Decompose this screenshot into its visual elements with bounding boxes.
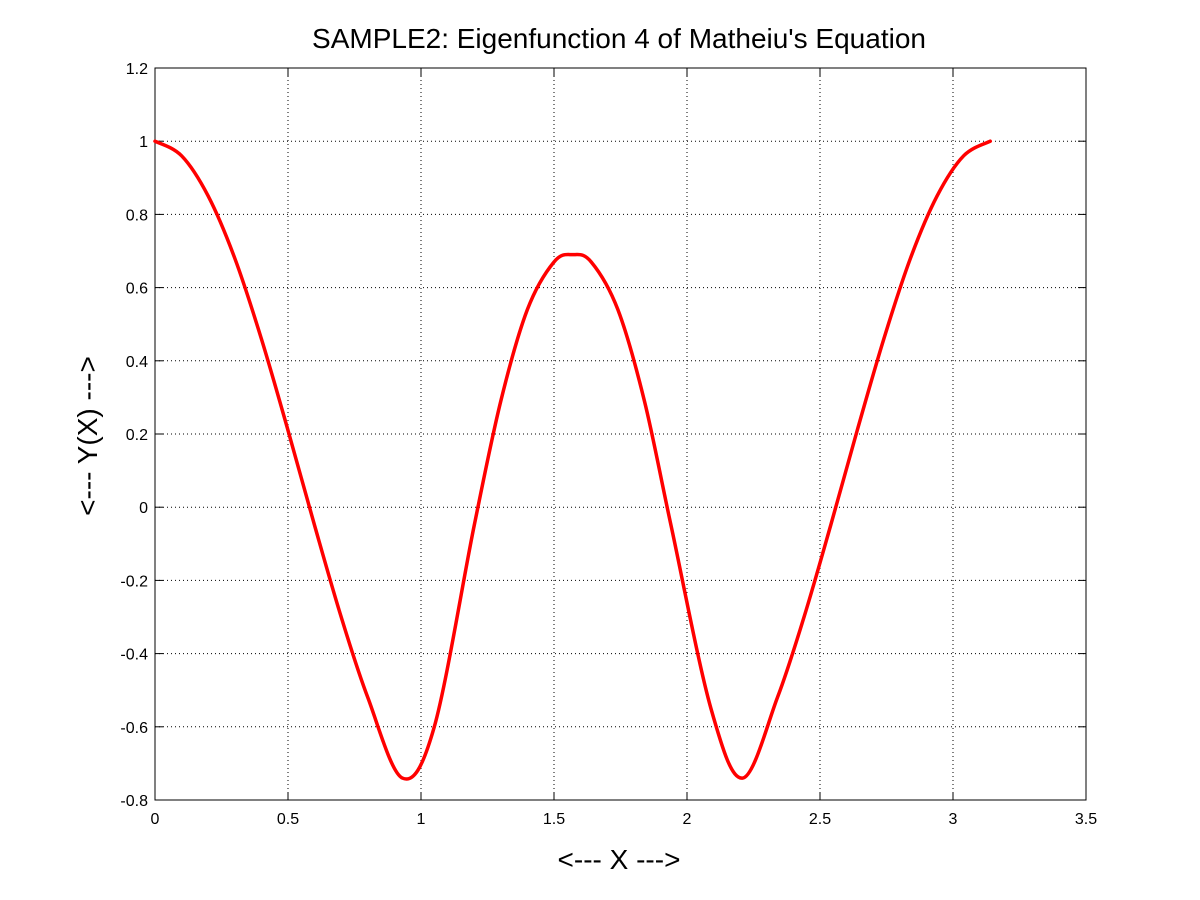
x-tick-label: 2 xyxy=(683,811,692,828)
plot-axes xyxy=(154,67,1087,801)
x-tick-label: 0 xyxy=(151,811,160,828)
x-tick-label: 1.5 xyxy=(543,811,565,828)
x-tick-label: 3 xyxy=(949,811,958,828)
y-tick-label: -0.4 xyxy=(120,647,148,664)
y-tick-label: 0.2 xyxy=(126,427,148,444)
x-axis-title: <--- X ---> xyxy=(558,844,681,875)
y-tick-label: 0.8 xyxy=(126,207,148,224)
x-tick-label: 0.5 xyxy=(277,811,299,828)
y-tick-label: 1 xyxy=(139,134,148,151)
y-tick-label: -0.6 xyxy=(120,720,148,737)
tick-labels: 0 0.5 1 1.5 2 2.5 3 3.5 -0.8 -0.6 -0.4 -0.2 0 0.2 0.4 0… xyxy=(120,61,1097,828)
y-tick-label: -0.8 xyxy=(120,793,148,810)
data-series xyxy=(153,139,992,781)
y-tick-label: -0.2 xyxy=(120,573,148,590)
y-tick-label: 0.4 xyxy=(126,354,148,371)
y-tick-label: 0.6 xyxy=(126,281,148,298)
y-axis-title: <--- Y(X) ---> xyxy=(72,356,103,516)
x-tick-label: 2.5 xyxy=(809,811,831,828)
x-tick-label: 1 xyxy=(417,811,426,828)
series-line xyxy=(153,139,992,781)
chart-title: SAMPLE2: Eigenfunction 4 of Matheiu's Eq… xyxy=(312,23,926,54)
x-tick-label: 3.5 xyxy=(1075,811,1097,828)
plot-frame xyxy=(154,67,1087,801)
y-tick-label: 0 xyxy=(139,500,148,517)
y-tick-label: 1.2 xyxy=(126,61,148,78)
